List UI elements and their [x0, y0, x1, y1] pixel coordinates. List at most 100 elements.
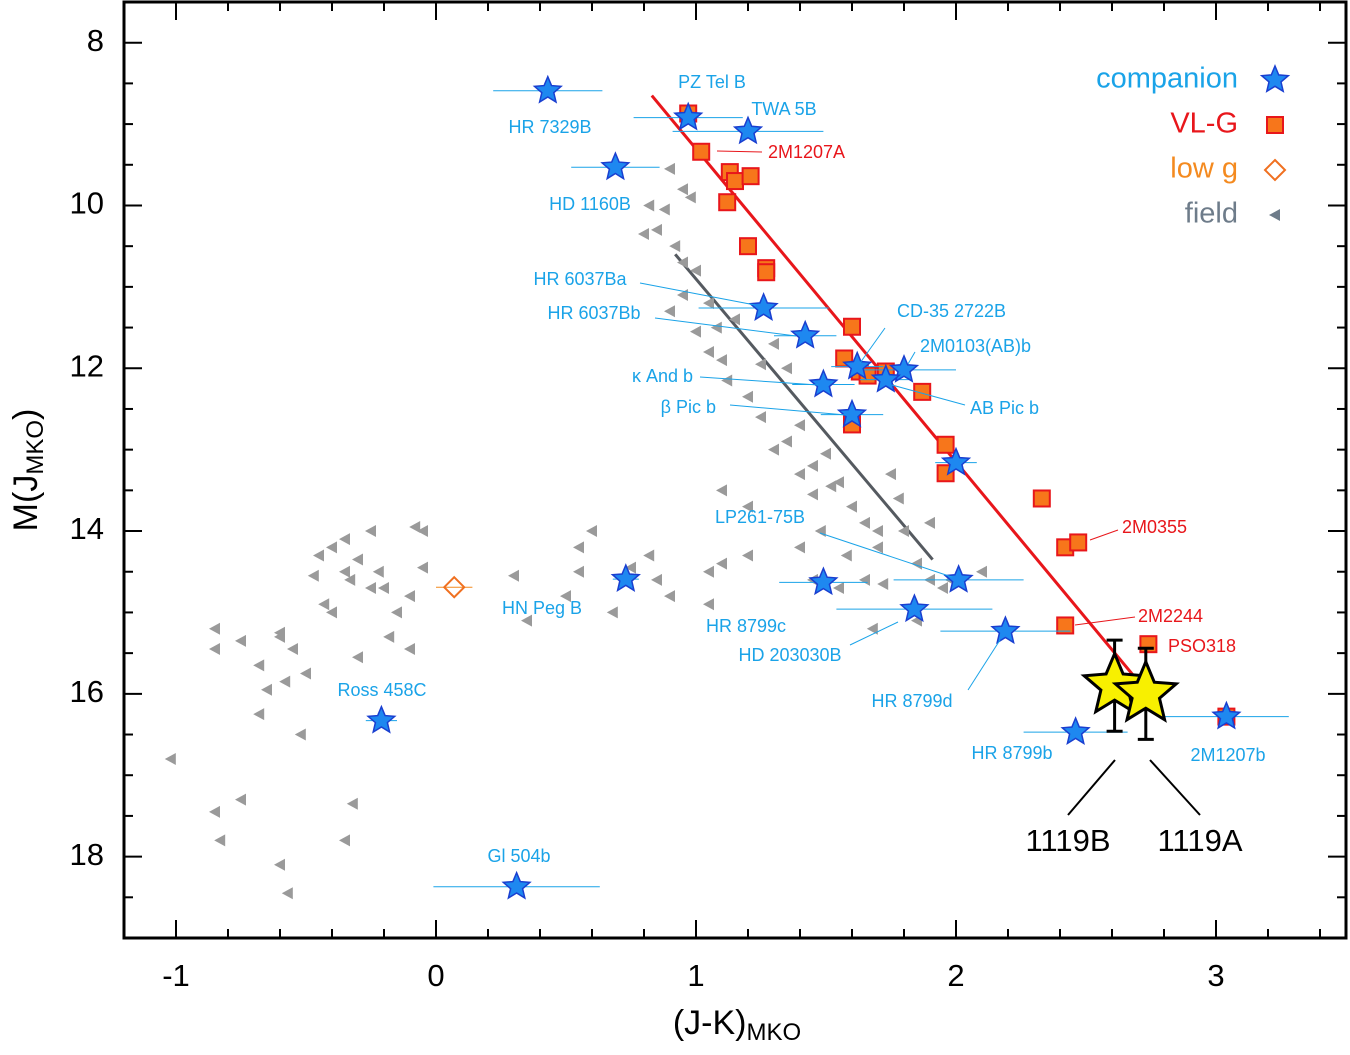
- leader-line: [1074, 616, 1136, 626]
- legend-label: low g: [1170, 153, 1238, 185]
- point-label: 2M1207A: [768, 142, 845, 162]
- point: [274, 858, 285, 871]
- leader-line: [859, 327, 886, 364]
- legend-marker: [1259, 64, 1291, 93]
- leader-line: [654, 317, 797, 337]
- point: [742, 390, 753, 403]
- x-tick-label: -1: [162, 958, 190, 993]
- point-label: HD 203030B: [738, 645, 841, 665]
- point: [318, 598, 330, 611]
- point-label: HR 6037Ba: [533, 269, 627, 289]
- point: [716, 354, 727, 367]
- point: [664, 590, 675, 603]
- point: [808, 368, 839, 398]
- point: [560, 590, 571, 603]
- point: [307, 569, 319, 582]
- point: [651, 573, 662, 586]
- point: [840, 549, 852, 562]
- point: [643, 199, 655, 212]
- point: [532, 74, 563, 104]
- point: [606, 606, 618, 619]
- point-label: HD 1160B: [549, 194, 631, 214]
- point: [281, 887, 293, 900]
- highlight-star: [1111, 657, 1180, 723]
- y-label-end: ): [7, 409, 45, 420]
- point: [209, 622, 220, 635]
- point: [943, 563, 974, 593]
- point: [892, 492, 904, 505]
- point: [739, 237, 757, 256]
- point: [755, 411, 766, 424]
- point: [339, 565, 350, 578]
- point: [638, 227, 649, 240]
- point-label: TWA 5B: [751, 99, 816, 119]
- point: [1032, 489, 1051, 508]
- point: [718, 193, 737, 212]
- point-label: LP261-75B: [715, 507, 805, 527]
- point: [417, 525, 428, 538]
- point: [990, 615, 1021, 645]
- y-tick-label: 16: [70, 674, 104, 709]
- point: [1056, 616, 1075, 635]
- point: [703, 345, 714, 358]
- point: [899, 593, 930, 623]
- point: [790, 319, 821, 349]
- point: [300, 667, 311, 680]
- point: [677, 183, 688, 196]
- point: [748, 292, 779, 321]
- point: [274, 630, 285, 643]
- x-label-text: (J-K): [673, 1004, 747, 1042]
- y-tick-label: 10: [70, 186, 104, 221]
- point: [808, 566, 839, 596]
- point: [690, 264, 701, 277]
- point-label: CD-35 2722B: [897, 301, 1006, 321]
- point-label: AB Pic b: [970, 398, 1039, 418]
- legend-label: field: [1185, 198, 1238, 230]
- point: [1139, 635, 1158, 654]
- point: [313, 549, 324, 562]
- point: [794, 419, 805, 432]
- point: [326, 541, 337, 554]
- point: [209, 805, 220, 818]
- point: [940, 446, 972, 476]
- point: [643, 549, 655, 562]
- point: [794, 468, 805, 481]
- point: [742, 500, 753, 513]
- pointer-line: [1149, 759, 1201, 816]
- point: [716, 557, 727, 570]
- point: [781, 435, 792, 448]
- point: [976, 565, 987, 578]
- point: [508, 569, 519, 582]
- point: [442, 575, 466, 599]
- point: [677, 256, 688, 269]
- point: [859, 516, 870, 529]
- point: [807, 488, 818, 501]
- point-label: PZ Tel B: [678, 72, 746, 92]
- x-tick-label: 0: [427, 958, 444, 993]
- point: [936, 435, 955, 454]
- x-tick-label: 3: [1207, 958, 1224, 993]
- point-label: β Pic b: [661, 397, 716, 417]
- leader-line: [729, 404, 847, 416]
- point: [209, 643, 220, 656]
- point: [378, 582, 389, 595]
- point: [344, 573, 356, 586]
- leader-line: [819, 532, 953, 578]
- point: [164, 752, 176, 765]
- point: [692, 142, 711, 161]
- point: [404, 590, 415, 603]
- point: [417, 561, 428, 574]
- point: [391, 606, 402, 619]
- point: [807, 459, 818, 472]
- leader-line: [891, 384, 966, 406]
- point: [742, 549, 753, 562]
- point: [352, 553, 363, 566]
- point: [409, 520, 421, 533]
- legend-marker: [1263, 158, 1287, 182]
- fit-line: [650, 94, 1145, 689]
- point: [339, 533, 350, 546]
- point: [825, 480, 837, 493]
- plot-frame: [122, 0, 1348, 940]
- y-tick-label: 8: [87, 23, 104, 58]
- x-tick-label: 1: [687, 958, 704, 993]
